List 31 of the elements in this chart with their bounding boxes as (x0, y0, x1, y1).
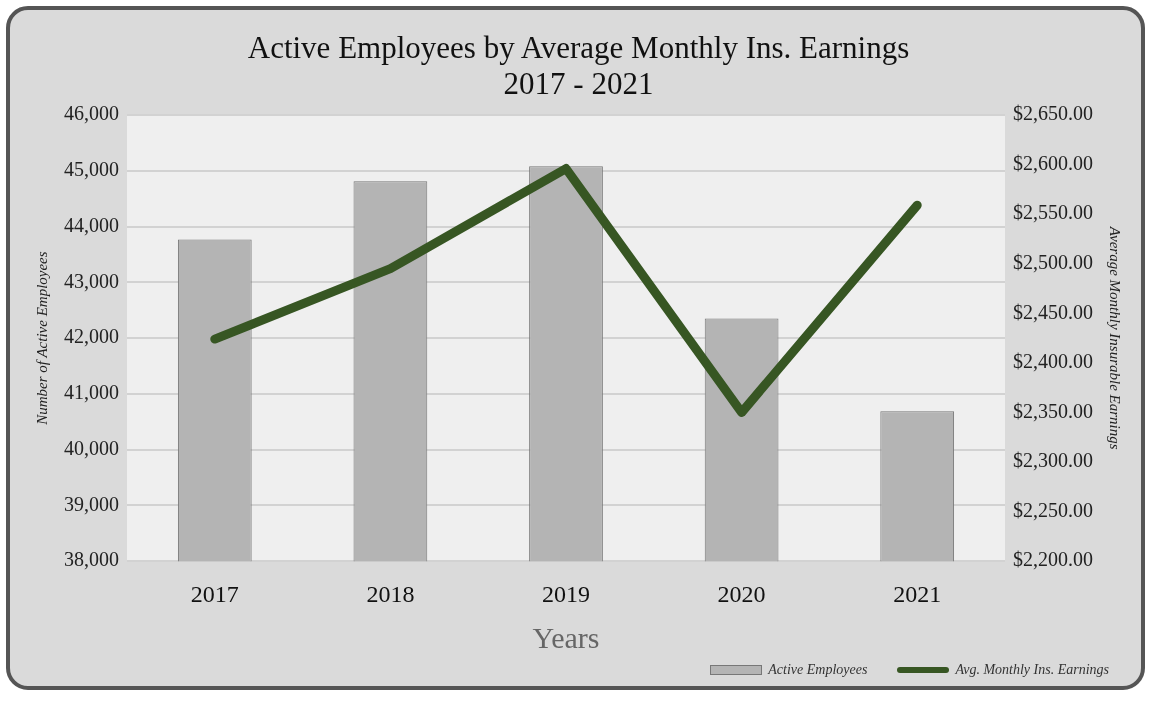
y-tick-label: 46,000 (64, 102, 119, 125)
y2-tick-label: $2,350.00 (1013, 399, 1093, 422)
y2-tick-label: $2,200.00 (1013, 548, 1093, 571)
y-tick-label: 45,000 (64, 158, 119, 181)
chart-title: Active Employees by Average Monthly Ins. Earnings (246, 30, 911, 66)
y2-tick-label: $2,450.00 (1013, 300, 1093, 323)
x-tick-label: 2018 (366, 580, 415, 607)
x-tick-label: 2021 (893, 580, 942, 607)
y-tick-label: 44,000 (64, 213, 119, 236)
y2-tick-label: $2,400.00 (1013, 350, 1093, 373)
x-tick-label: 2020 (717, 580, 766, 607)
y2-tick-label: $2,600.00 (1013, 151, 1093, 174)
y-tick-label: 43,000 (64, 269, 119, 292)
y2-tick-label: $2,550.00 (1013, 201, 1093, 224)
legend-label: Avg. Monthly Ins. Earnings (955, 662, 1109, 678)
y-tick-label: 38,000 (64, 548, 119, 571)
y2-tick-label: $2,250.00 (1013, 498, 1093, 521)
x-axis-title: Years (532, 620, 600, 654)
chart-subtitle: 2017 - 2021 (502, 66, 655, 102)
y2-tick-label: $2,500.00 (1013, 250, 1093, 273)
y-tick-label: 42,000 (64, 325, 119, 348)
x-tick-label: 2019 (542, 580, 590, 607)
y-axis-title: Number of Active Employees (33, 251, 50, 426)
legend-label: Active Employees (768, 662, 868, 678)
y2-axis-title: Average Monthly Insurable Earnings (1107, 225, 1124, 450)
x-tick-label: 2017 (190, 580, 239, 607)
y-tick-label: 39,000 (64, 492, 119, 515)
y2-tick-label: $2,650.00 (1013, 102, 1093, 125)
y-tick-label: 41,000 (64, 381, 119, 404)
y2-tick-label: $2,300.00 (1013, 449, 1093, 472)
y-tick-label: 40,000 (64, 436, 119, 459)
